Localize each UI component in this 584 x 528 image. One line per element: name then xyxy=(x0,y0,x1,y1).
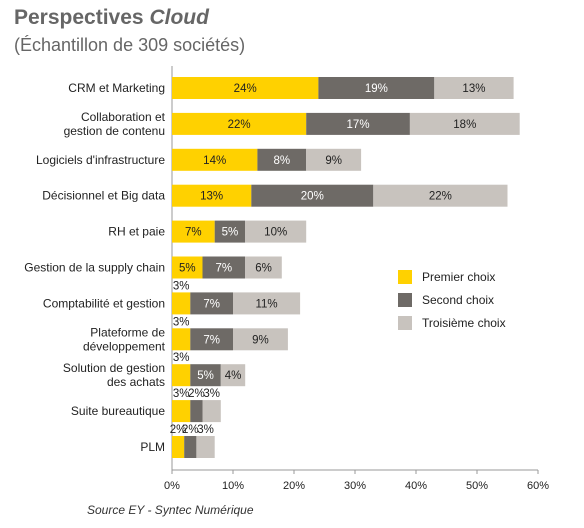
bar-segment xyxy=(306,148,362,171)
category-label: Solution de gestion xyxy=(63,361,165,375)
chart-title-prefix: Perspectives xyxy=(14,6,144,29)
bar-segment xyxy=(172,292,191,315)
x-tick-label: 10% xyxy=(222,480,244,492)
bar-segment xyxy=(245,220,307,243)
bar-segment xyxy=(190,292,233,315)
data-label: 5% xyxy=(179,263,196,275)
category-label: Plateforme de xyxy=(90,325,165,339)
bar-segment xyxy=(172,400,191,423)
data-label: 7% xyxy=(203,298,220,310)
category-label: Décisionnel et Big data xyxy=(42,189,165,203)
bar-segment xyxy=(373,184,508,207)
category-label: RH et paie xyxy=(108,225,165,239)
data-label: 3% xyxy=(173,352,190,364)
bar-segment xyxy=(190,364,221,387)
bar-segment xyxy=(233,292,301,315)
data-label: 2% xyxy=(170,424,187,436)
category-label: Suite bureautique xyxy=(71,404,165,418)
data-label: 11% xyxy=(255,298,277,310)
category-label: Collaboration et xyxy=(81,110,166,124)
bar-segment xyxy=(172,184,252,207)
data-label: 2% xyxy=(182,424,199,436)
category-label: PLM xyxy=(140,440,165,454)
bar-segment xyxy=(318,77,435,99)
data-label: 18% xyxy=(453,119,476,131)
bar-segment xyxy=(172,112,307,135)
data-label: 7% xyxy=(185,227,202,239)
chart-title-emphasis: Cloud xyxy=(149,6,209,29)
category-label: Logiciels d'infrastructure xyxy=(36,153,165,167)
data-label: 13% xyxy=(462,83,485,95)
x-tick-label: 40% xyxy=(405,480,427,492)
data-label: 2% xyxy=(188,388,205,400)
bar-segment xyxy=(172,220,215,243)
bar-segment xyxy=(245,256,282,279)
bar-segment xyxy=(257,148,307,171)
legend-label: Premier choix xyxy=(422,270,495,284)
legend-swatch xyxy=(398,270,412,284)
data-label: 7% xyxy=(203,334,220,346)
x-tick-label: 50% xyxy=(466,480,488,492)
bar-segment xyxy=(190,328,233,351)
legend-swatch xyxy=(398,293,412,307)
data-label: 13% xyxy=(200,191,223,203)
bar-segment xyxy=(196,436,215,458)
bar-segment xyxy=(172,148,258,171)
data-label: 3% xyxy=(197,424,214,436)
data-label: 22% xyxy=(228,119,251,131)
data-label: 6% xyxy=(255,263,272,275)
data-label: 7% xyxy=(216,263,233,275)
legend-label: Troisième choix xyxy=(422,316,506,330)
bar-segment xyxy=(251,184,374,207)
bar-segment xyxy=(434,77,514,99)
bar-segment xyxy=(409,112,520,135)
bar-segment xyxy=(172,328,191,351)
bar-segment xyxy=(172,364,191,387)
data-label: 5% xyxy=(197,370,214,382)
x-tick-label: 30% xyxy=(344,480,366,492)
bar-segment xyxy=(214,220,246,243)
bar-segment xyxy=(306,112,410,135)
data-label: 20% xyxy=(301,191,324,203)
data-label: 19% xyxy=(365,83,388,95)
category-label: des achats xyxy=(107,375,165,389)
bar-segment xyxy=(190,400,203,423)
data-label: 9% xyxy=(325,155,342,167)
data-label: 24% xyxy=(234,83,257,95)
category-label: développement xyxy=(83,339,166,353)
bar-segment xyxy=(220,364,246,387)
data-label: 9% xyxy=(252,334,269,346)
category-label: CRM et Marketing xyxy=(68,81,165,95)
bar-segment xyxy=(233,328,288,351)
bar-segment xyxy=(172,436,185,458)
chart-title: Perspectives Cloud xyxy=(14,6,209,30)
x-tick-label: 60% xyxy=(527,480,549,492)
bar-segment xyxy=(184,436,197,458)
data-label: 5% xyxy=(222,227,239,239)
category-label: gestion de contenu xyxy=(64,124,165,138)
bar-segment xyxy=(172,256,203,279)
data-label: 10% xyxy=(264,227,287,239)
data-label: 3% xyxy=(203,388,220,400)
bar-segment xyxy=(202,256,246,279)
data-label: 14% xyxy=(203,155,226,167)
legend-swatch xyxy=(398,316,412,330)
data-label: 3% xyxy=(173,316,190,328)
data-label: 3% xyxy=(173,280,190,292)
bar-segment xyxy=(172,77,319,99)
data-label: 22% xyxy=(429,191,452,203)
source-note: Source EY - Syntec Numérique xyxy=(87,503,254,517)
data-label: 8% xyxy=(273,155,290,167)
data-label: 3% xyxy=(173,388,190,400)
category-label: Gestion de la supply chain xyxy=(24,261,165,275)
chart-subtitle: (Échantillon de 309 sociétés) xyxy=(14,35,246,55)
category-label: Comptabilité et gestion xyxy=(43,296,165,310)
data-label: 4% xyxy=(225,370,242,382)
x-tick-label: 20% xyxy=(283,480,305,492)
bar-segment xyxy=(202,400,221,423)
legend-label: Second choix xyxy=(422,293,494,307)
x-tick-label: 0% xyxy=(164,480,180,492)
data-label: 17% xyxy=(347,119,370,131)
